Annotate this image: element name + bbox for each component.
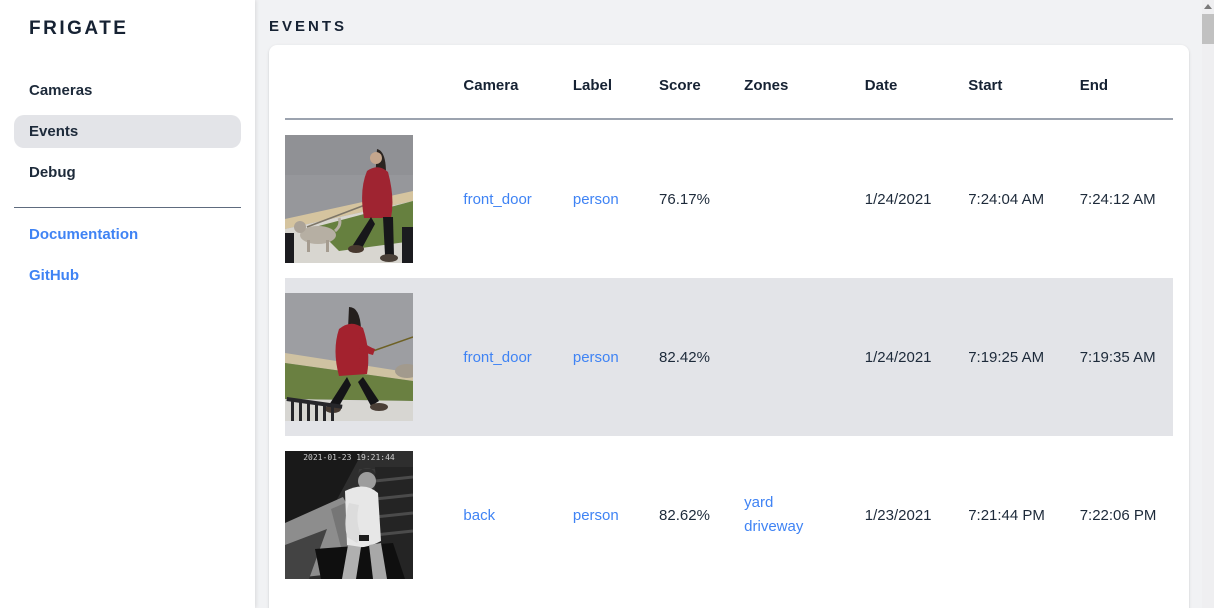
label-link[interactable]: person xyxy=(572,506,619,524)
start-value: 7:19:25 AM xyxy=(968,348,1045,366)
date-value: 1/24/2021 xyxy=(864,190,932,208)
table-row[interactable]: front_door person 76.17% 1/24/2021 7:24:… xyxy=(285,119,1173,278)
start-value: 7:24:04 AM xyxy=(968,190,1045,208)
date-value: 1/24/2021 xyxy=(864,348,932,366)
page-title: EVENTS xyxy=(269,18,348,35)
zone-link[interactable]: yard xyxy=(744,494,774,511)
start-value: 7:21:44 PM xyxy=(968,506,1045,524)
sidebar-link-github[interactable]: GitHub xyxy=(29,267,79,284)
sidebar-nav: Cameras Events Debug Documentation GitHu… xyxy=(0,74,255,292)
column-thumbnail xyxy=(285,45,464,120)
sidebar-item-cameras[interactable]: Cameras xyxy=(29,82,93,99)
zone-link[interactable]: driveway xyxy=(744,518,804,535)
main-content: EVENTS Camera Label Score Zones Date Sta… xyxy=(255,0,1214,608)
zones-cell xyxy=(744,278,865,436)
thumbnail-timestamp-overlay: 2021-01-23 19:21:44 xyxy=(303,453,395,462)
column-zones: Zones xyxy=(744,45,865,120)
column-label: Label xyxy=(572,45,660,120)
app-logo: FRIGATE xyxy=(29,18,129,39)
scrollbar[interactable] xyxy=(1202,0,1214,608)
zones-cell xyxy=(744,119,865,278)
events-card: Camera Label Score Zones Date Start End xyxy=(269,45,1189,608)
sidebar-item-events[interactable]: Events xyxy=(14,115,241,148)
column-score: Score xyxy=(659,45,745,120)
label-link[interactable]: person xyxy=(572,190,619,208)
camera-link[interactable]: front_door xyxy=(463,190,532,208)
sidebar-link-documentation[interactable]: Documentation xyxy=(29,226,139,243)
table-row[interactable]: front_door person 82.42% 1/24/2021 7:19:… xyxy=(285,278,1173,436)
column-start: Start xyxy=(968,45,1080,120)
end-value: 7:19:35 AM xyxy=(1079,348,1156,366)
table-header-row: Camera Label Score Zones Date Start End xyxy=(285,45,1173,120)
column-camera: Camera xyxy=(463,45,573,120)
table-row[interactable]: 2021-01-23 19:21:44 back person 82.62% y… xyxy=(285,436,1173,594)
label-link[interactable]: person xyxy=(572,348,619,366)
camera-link[interactable]: front_door xyxy=(463,348,532,366)
camera-link[interactable]: back xyxy=(463,506,496,524)
score-value: 82.62% xyxy=(659,506,710,524)
end-value: 7:24:12 AM xyxy=(1079,190,1156,208)
event-thumbnail[interactable]: 2021-01-23 19:21:44 xyxy=(285,451,413,579)
end-value: 7:22:06 PM xyxy=(1079,506,1157,524)
column-date: Date xyxy=(864,45,969,120)
scrollbar-up-arrow-icon[interactable] xyxy=(1202,0,1214,13)
events-table: Camera Label Score Zones Date Start End xyxy=(285,45,1173,594)
sidebar-divider xyxy=(14,207,241,208)
zones-cell: yard driveway xyxy=(744,436,865,594)
column-end: End xyxy=(1079,45,1173,120)
date-value: 1/23/2021 xyxy=(864,506,932,524)
score-value: 76.17% xyxy=(659,190,710,208)
sidebar-item-debug[interactable]: Debug xyxy=(29,164,76,181)
event-thumbnail[interactable] xyxy=(285,293,413,421)
score-value: 82.42% xyxy=(659,348,710,366)
event-thumbnail[interactable] xyxy=(285,135,413,263)
scrollbar-thumb[interactable] xyxy=(1202,14,1214,44)
sidebar: FRIGATE Cameras Events Debug Documentati… xyxy=(0,0,255,608)
